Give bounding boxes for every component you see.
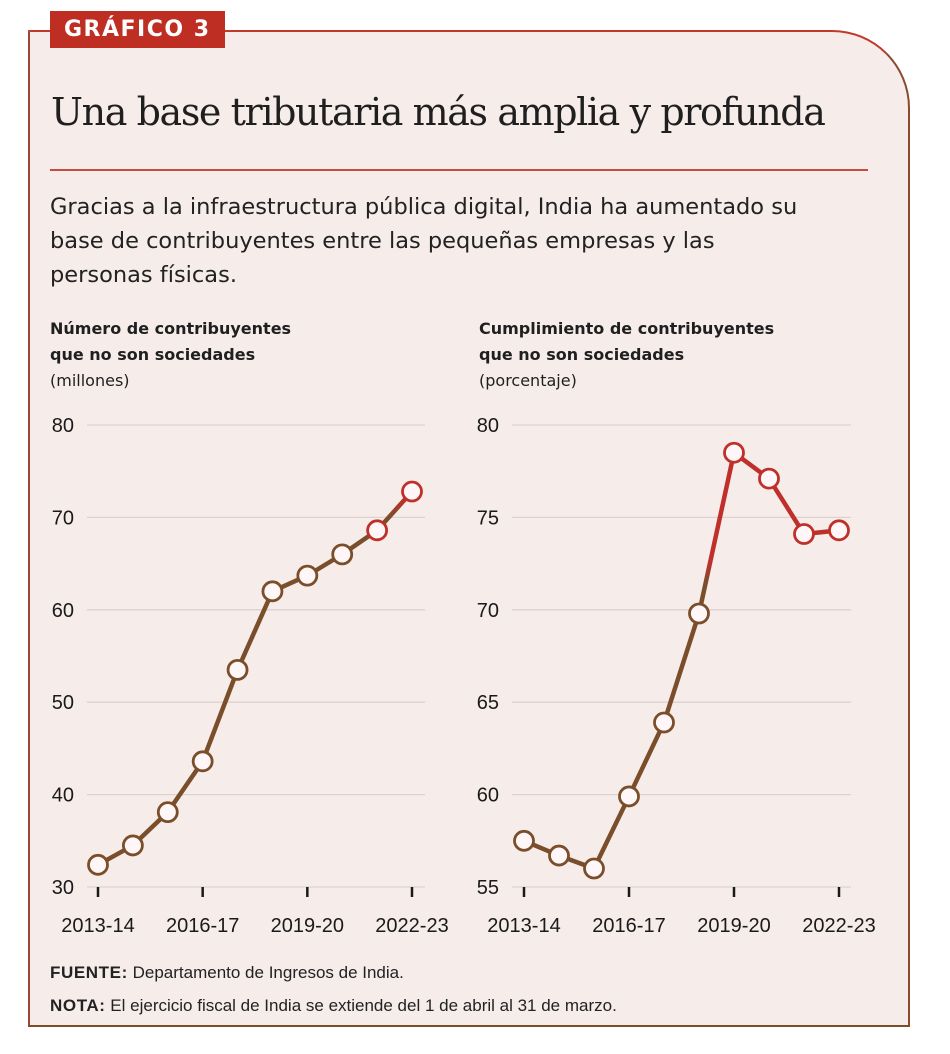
note-label: NOTA: xyxy=(50,996,106,1015)
data-point xyxy=(191,750,214,773)
y-tick-label: 60 xyxy=(52,600,74,622)
data-point xyxy=(296,564,319,587)
data-point xyxy=(226,658,249,681)
data-point xyxy=(548,844,570,867)
chart-frame xyxy=(28,30,910,1027)
x-tick-label: 2016-17 xyxy=(592,915,665,937)
data-point xyxy=(618,785,640,808)
data-point xyxy=(723,441,745,464)
note-text: El ejercicio fiscal de India se extiende… xyxy=(110,996,617,1015)
y-tick-label: 80 xyxy=(477,415,499,437)
y-tick-label: 80 xyxy=(52,415,74,437)
source-label: FUENTE: xyxy=(50,963,128,982)
right-panel-title-line1: Cumplimiento de contribuyentes xyxy=(479,319,775,338)
left-panel-title: Número de contribuyentes que no son soci… xyxy=(50,316,291,394)
footnote: NOTA: El ejercicio fiscal de India se ex… xyxy=(50,996,617,1016)
data-point xyxy=(513,829,535,852)
left-panel-title-line2: que no son sociedades xyxy=(50,345,256,364)
right-panel-title: Cumplimiento de contribuyentes que no so… xyxy=(479,316,774,394)
series-line xyxy=(95,489,415,868)
y-tick-label: 70 xyxy=(52,507,74,529)
series-line xyxy=(521,450,842,871)
data-point xyxy=(87,853,109,876)
data-point xyxy=(366,519,389,542)
data-point xyxy=(401,480,423,503)
data-point xyxy=(261,580,284,603)
x-tick-label: 2022-23 xyxy=(375,915,448,937)
y-tick-label: 55 xyxy=(477,877,499,899)
data-point xyxy=(688,602,710,625)
x-tick-label: 2019-20 xyxy=(271,915,344,937)
left-panel-unit: (millones) xyxy=(50,371,130,390)
data-point xyxy=(758,467,780,490)
x-tick-label: 2013-14 xyxy=(487,915,560,937)
source-text: Departamento de Ingresos de India. xyxy=(132,963,404,982)
x-tick-label: 2019-20 xyxy=(697,915,770,937)
right-panel-unit: (porcentaje) xyxy=(479,371,577,390)
data-point xyxy=(583,857,605,880)
right-panel-title-line2: que no son sociedades xyxy=(479,345,685,364)
source-note: FUENTE: Departamento de Ingresos de Indi… xyxy=(50,963,404,983)
chart-title: Una base tributaria más amplia y profund… xyxy=(51,90,826,134)
x-tick-label: 2013-14 xyxy=(61,915,134,937)
y-tick-label: 65 xyxy=(477,692,499,714)
x-tick-label: 2022-23 xyxy=(802,915,875,937)
chart-subtitle: Gracias a la infraestructura pública dig… xyxy=(50,194,798,288)
y-tick-label: 60 xyxy=(477,785,499,807)
data-point xyxy=(828,519,850,542)
x-tick-label: 2016-17 xyxy=(166,915,239,937)
right-line-chart: 55 60 65 70 75 80 2013-14 2016-17 2019-20 2022-23 xyxy=(477,415,876,937)
data-point xyxy=(793,523,815,545)
y-tick-label: 70 xyxy=(477,600,499,622)
data-point xyxy=(121,834,144,857)
y-tick-label: 30 xyxy=(52,877,74,899)
y-tick-label: 75 xyxy=(477,507,499,529)
y-tick-label: 50 xyxy=(52,692,74,714)
data-point xyxy=(653,711,675,734)
data-point xyxy=(331,543,354,566)
title-divider xyxy=(50,169,868,171)
data-point xyxy=(156,801,179,824)
figure-badge: GRÁFICO 3 xyxy=(50,11,225,48)
left-panel-title-line1: Número de contribuyentes xyxy=(50,319,292,338)
left-line-chart: 30 40 50 60 70 80 2013-14 2016-17 2019-20 2022-23 xyxy=(52,415,449,937)
y-tick-label: 40 xyxy=(52,785,74,807)
